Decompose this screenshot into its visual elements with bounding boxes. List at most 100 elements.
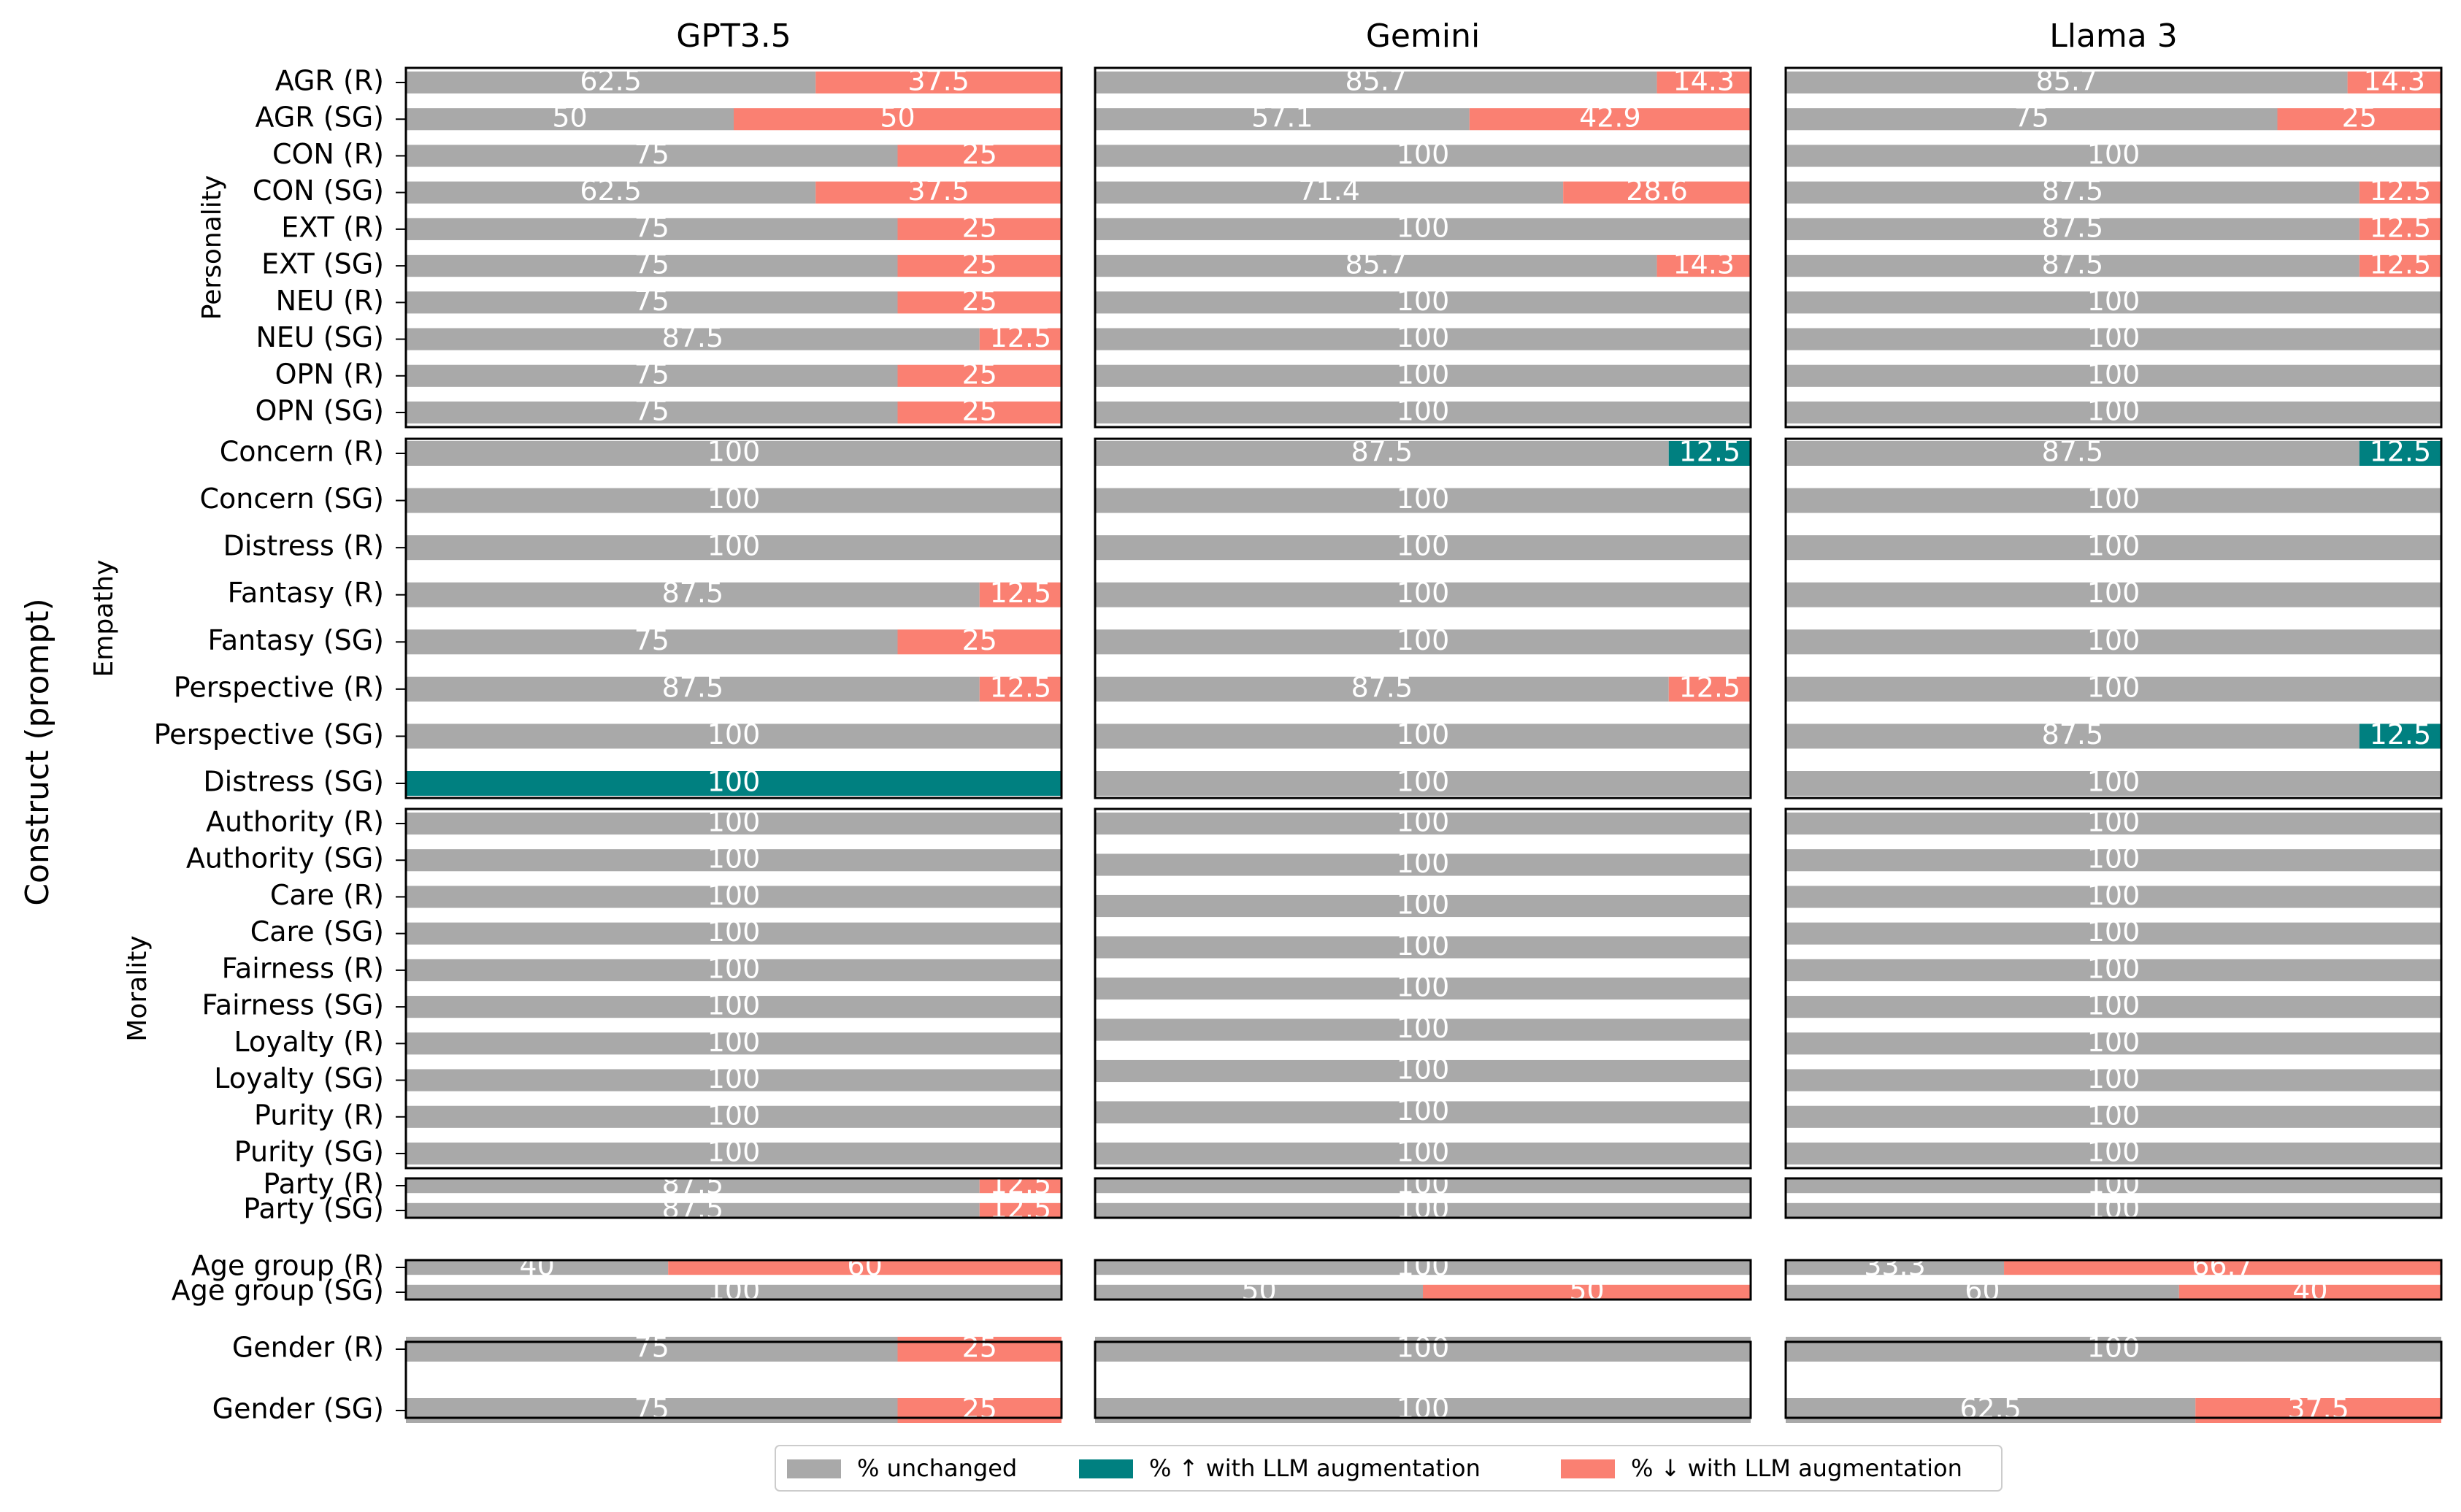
bar-segment-unchanged: [1786, 629, 2441, 655]
legend-frame: [775, 1445, 2003, 1492]
value-label: 100: [1397, 1168, 1450, 1200]
bar-segment-unchanged: [1095, 1018, 1751, 1041]
value-label: 87.5: [662, 321, 724, 353]
value-label: 66.7: [2192, 1250, 2254, 1282]
bar-segment-unchanged: [406, 629, 898, 655]
bar-segment-unchanged: [406, 71, 816, 94]
bar-segment-down: [897, 255, 1061, 277]
group-label: Empathy: [89, 560, 119, 678]
bar-segment-unchanged: [1095, 1142, 1751, 1165]
category-label: NEU (SG): [256, 321, 384, 353]
model-title: GPT3.5: [676, 18, 791, 55]
value-label: 12.5: [1679, 671, 1741, 703]
value-label: 100: [2087, 1193, 2141, 1225]
group-label: Personality: [197, 175, 227, 320]
value-label: 100: [1397, 847, 1450, 879]
bar-segment-unchanged: [406, 218, 898, 240]
value-label: 25: [962, 358, 997, 390]
legend-label: % ↑ with LLM augmentation: [1149, 1454, 1481, 1482]
panel: 100 100 100 100 100 100 100 100 100: [1094, 806, 1752, 1170]
value-label: 100: [2087, 285, 2141, 317]
value-label: 71.4: [1298, 174, 1360, 207]
panel: 100 100: [1094, 1332, 1752, 1425]
bar-segment-down: [1668, 676, 1751, 702]
category-label: AGR (R): [275, 65, 384, 97]
value-label: 100: [2087, 577, 2141, 609]
value-label: 87.5: [2042, 174, 2104, 207]
bar-segment-down: [2347, 71, 2441, 94]
bar-segment-down: [2359, 181, 2441, 204]
value-label: 100: [1397, 1094, 1450, 1127]
value-label: 25: [962, 138, 997, 170]
value-label: 100: [1397, 624, 1450, 656]
value-label: 14.3: [1673, 65, 1735, 97]
bar-segment-unchanged: [1095, 853, 1751, 876]
bar-segment-unchanged: [1095, 535, 1751, 561]
value-label: 12.5: [990, 671, 1052, 703]
bar-segment-unchanged: [1095, 328, 1751, 350]
bar-segment-down: [979, 1178, 1061, 1194]
bar-segment-down: [897, 629, 1061, 655]
panel: 100 100 100 100 100 100 100 100 100 100: [1784, 806, 2443, 1170]
value-label: 100: [707, 952, 761, 984]
value-label: 100: [1397, 483, 1450, 515]
value-label: 100: [1397, 718, 1450, 751]
bar-segment-unchanged: [1095, 936, 1751, 959]
panel: 75 25 75 25: [404, 1332, 1063, 1425]
value-label: 75: [634, 624, 669, 656]
value-label: 85.7: [1345, 248, 1407, 280]
value-label: 100: [2087, 952, 2141, 984]
value-label: 100: [2087, 1332, 2141, 1364]
value-label: 75: [2014, 101, 2049, 134]
value-label: 25: [962, 248, 997, 280]
bar-segment-down: [897, 401, 1061, 424]
value-label: 87.5: [2042, 436, 2104, 468]
category-label: Care (R): [270, 879, 384, 911]
bar-segment-unchanged: [1095, 676, 1669, 702]
value-label: 100: [2087, 1026, 2141, 1058]
bar-segment-unchanged: [1095, 488, 1751, 513]
value-label: 100: [1397, 530, 1450, 562]
bar-segment-unchanged: [1786, 145, 2441, 167]
bar-segment-down: [2277, 108, 2441, 131]
category-label: EXT (SG): [261, 248, 384, 280]
category-label: Perspective (SG): [154, 718, 384, 751]
value-label: 87.5: [2042, 718, 2104, 751]
bar-segment-unchanged: [1786, 1032, 2441, 1055]
panel: 40 60 100: [404, 1250, 1063, 1307]
value-label: 100: [1397, 1193, 1450, 1225]
bar-segment-up: [406, 771, 1061, 796]
bar-segment-unchanged: [406, 1178, 980, 1194]
bar-segment-unchanged: [1095, 255, 1657, 277]
panel: 100 62.5 37.5: [1784, 1332, 2443, 1425]
bar-segment-unchanged: [1786, 922, 2441, 945]
bar-segment-unchanged: [406, 849, 1061, 872]
bar-segment-unchanged: [1786, 401, 2441, 424]
bar-segment-unchanged: [1095, 1178, 1751, 1194]
bar-segment-unchanged: [406, 364, 898, 387]
bar-segment-unchanged: [1095, 1101, 1751, 1124]
bar-segment-unchanged: [406, 328, 980, 350]
category-label: Concern (R): [220, 436, 384, 468]
bar-segment-unchanged: [406, 922, 1061, 945]
value-label: 14.3: [2363, 65, 2425, 97]
chart-panels: 62.5 37.5 50 50 75 25 62.5 37.5 75 25 75 25 75 25 87.5…: [404, 65, 2443, 1425]
bar-segment-unchanged: [1786, 1284, 2179, 1300]
category-label: Purity (SG): [234, 1136, 384, 1168]
category-label: AGR (SG): [256, 101, 384, 134]
bar-segment-unchanged: [1786, 328, 2441, 350]
category-label: Distress (SG): [203, 766, 384, 798]
value-label: 100: [707, 436, 761, 468]
value-label: 25: [962, 285, 997, 317]
category-label: Loyalty (SG): [214, 1062, 384, 1094]
category-label: Care (SG): [250, 916, 384, 948]
bar-segment-down: [2004, 1259, 2441, 1275]
value-label: 75: [634, 138, 669, 170]
value-label: 100: [707, 806, 761, 838]
value-label: 25: [962, 211, 997, 243]
bar-segment-unchanged: [1786, 535, 2441, 561]
panel-frame: [1094, 1177, 1752, 1219]
bar-segment-unchanged: [1786, 1178, 2441, 1194]
panel: 85.7 14.3 57.1 42.9 100 71.4 28.6 100 85.7 14.3 10…: [1094, 65, 1752, 429]
